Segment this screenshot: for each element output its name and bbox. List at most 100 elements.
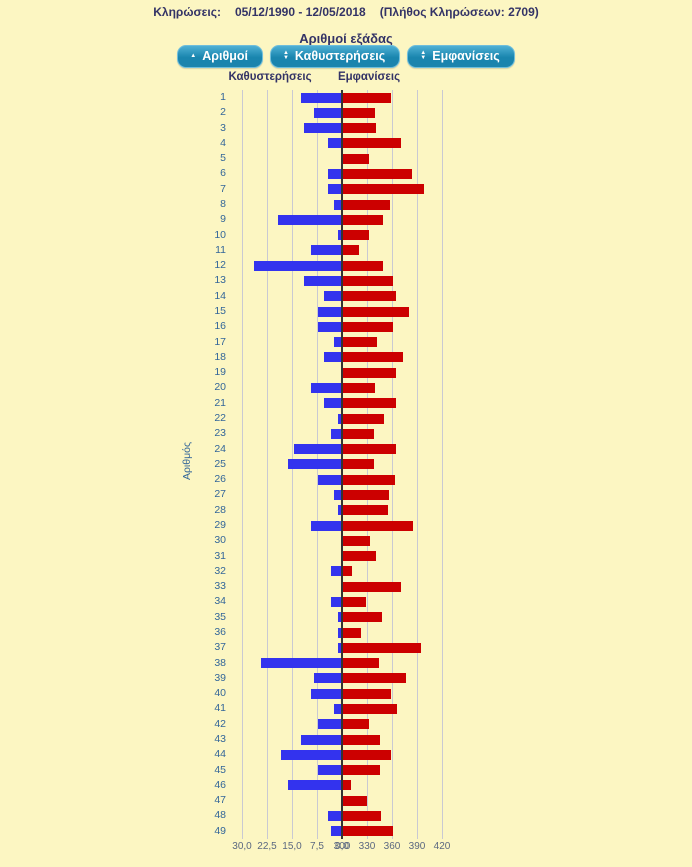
delay-bar xyxy=(311,382,341,393)
gridline xyxy=(392,90,393,839)
row-number-label: 29 xyxy=(214,519,226,531)
row-number-label: 15 xyxy=(214,305,226,317)
chart-row: 23 xyxy=(195,426,455,441)
left-axis-tick: 22,5 xyxy=(257,841,277,852)
row-number-label: 22 xyxy=(214,412,226,424)
row-number-label: 23 xyxy=(214,427,226,440)
row-number-label: 41 xyxy=(214,702,226,715)
chart-row: 20 xyxy=(195,380,455,395)
row-number-label: 10 xyxy=(214,228,226,241)
sort-appearances-button[interactable]: ▲ ▼ Εμφανίσεις xyxy=(407,45,515,68)
row-number-label: 8 xyxy=(220,198,226,210)
delay-bar xyxy=(327,168,341,179)
delay-bar xyxy=(261,658,341,669)
row-number-label: 4 xyxy=(220,136,226,149)
delay-bar xyxy=(294,444,341,455)
chart-row: 40 xyxy=(195,686,455,701)
row-number-label: 5 xyxy=(220,152,226,165)
appearances-bar xyxy=(343,306,409,317)
gridline xyxy=(442,90,443,839)
chart-row: 1 xyxy=(195,90,455,105)
appearances-bar xyxy=(343,291,396,302)
row-number-label: 2 xyxy=(220,106,226,119)
delay-bar xyxy=(311,245,341,256)
appearances-bar xyxy=(343,275,393,286)
left-axis-tick: 30,0 xyxy=(232,841,252,852)
chart-row: 32 xyxy=(195,564,455,579)
delay-bar xyxy=(337,642,341,653)
delay-bar xyxy=(287,780,341,791)
chart-row: 5 xyxy=(195,151,455,166)
delay-bar xyxy=(331,596,341,607)
chart-row: 16 xyxy=(195,319,455,334)
row-number-label: 37 xyxy=(214,641,226,654)
right-axis-tick: 390 xyxy=(408,841,426,852)
draws-label: Κληρώσεις: xyxy=(153,5,221,19)
chart-row: 36 xyxy=(195,625,455,640)
chart-row: 35 xyxy=(195,610,455,625)
appearances-bar xyxy=(343,123,377,134)
right-axis-tick: 330 xyxy=(358,841,376,852)
delay-bar xyxy=(317,306,341,317)
sort-button-row: ▲ Αριθμοί ▲ ▼ Καθυστερήσεις ▲ ▼ Εμφανίσεις xyxy=(0,45,692,68)
x-axis-tick-labels: 30,0 22,5 15,0 7,5 0,0 300 330 360 390 420 xyxy=(0,841,692,855)
appearances-bar xyxy=(343,199,390,210)
appearances-bar xyxy=(343,92,392,103)
y-axis-label: Αριθμός xyxy=(181,441,194,481)
delay-bar xyxy=(324,291,341,302)
sort-delays-button[interactable]: ▲ ▼ Καθυστερήσεις xyxy=(269,45,401,68)
appearances-bar xyxy=(343,367,397,378)
delay-bar xyxy=(337,413,341,424)
appearances-bar xyxy=(343,719,369,730)
appearances-bar xyxy=(343,688,392,699)
delay-bar xyxy=(334,337,341,348)
appearances-bar xyxy=(343,810,382,821)
appearances-bar xyxy=(343,153,369,164)
row-number-label: 9 xyxy=(220,213,226,226)
delay-bar xyxy=(304,275,341,286)
chart-row: 39 xyxy=(195,671,455,686)
delay-bar xyxy=(301,92,341,103)
appearances-bar xyxy=(343,398,396,409)
chart-row: 25 xyxy=(195,457,455,472)
appearances-bar xyxy=(343,382,375,393)
left-axis-tick: 15,0 xyxy=(282,841,302,852)
chart-row: 49 xyxy=(195,824,455,839)
chart-row: 14 xyxy=(195,289,455,304)
delay-bar xyxy=(287,459,341,470)
chart-row: 4 xyxy=(195,136,455,151)
appearances-bar xyxy=(343,520,413,531)
row-number-label: 38 xyxy=(214,656,226,669)
row-number-label: 21 xyxy=(214,396,226,409)
chart-row: 45 xyxy=(195,763,455,778)
sort-numbers-button[interactable]: ▲ Αριθμοί xyxy=(177,45,263,68)
row-number-label: 25 xyxy=(214,457,226,470)
appearances-column-header: Εμφανίσεις xyxy=(337,71,401,83)
chart-row: 12 xyxy=(195,258,455,273)
sort-asc-icon: ▲ xyxy=(190,52,197,59)
appearances-bar xyxy=(343,535,370,546)
row-number-label: 14 xyxy=(214,289,226,302)
chart-row: 9 xyxy=(195,212,455,227)
row-number-label: 1 xyxy=(220,91,226,103)
appearances-bar xyxy=(343,260,383,271)
delay-bar xyxy=(304,123,341,134)
appearances-bar xyxy=(343,551,377,562)
delay-bar xyxy=(327,184,341,195)
chart-row: 31 xyxy=(195,549,455,564)
row-number-label: 48 xyxy=(214,809,226,822)
sort-delays-label: Καθυστερήσεις xyxy=(294,49,386,63)
right-axis-tick: 300 xyxy=(333,841,351,852)
delay-bar xyxy=(277,214,341,225)
row-number-label: 6 xyxy=(220,167,226,180)
appearances-bar xyxy=(343,138,402,149)
appearances-bar xyxy=(343,658,379,669)
appearances-bar xyxy=(343,428,374,439)
row-number-label: 44 xyxy=(214,748,226,761)
row-number-label: 46 xyxy=(214,778,226,791)
row-number-label: 33 xyxy=(214,580,226,593)
appearances-bar xyxy=(343,168,413,179)
delay-bar xyxy=(314,673,341,684)
gridline xyxy=(267,90,268,839)
row-number-label: 17 xyxy=(214,335,226,348)
